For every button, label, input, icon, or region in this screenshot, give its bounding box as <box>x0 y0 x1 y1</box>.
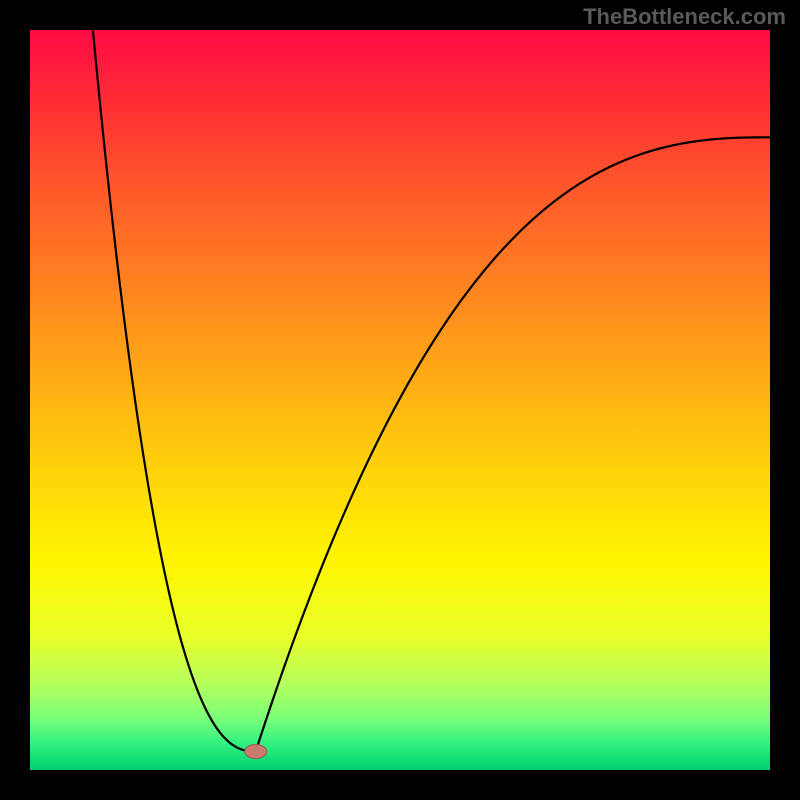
chart-root: TheBottleneck.com <box>0 0 800 800</box>
optimal-point-marker <box>245 745 267 759</box>
bottleneck-chart-svg <box>0 0 800 800</box>
watermark-text: TheBottleneck.com <box>583 4 786 30</box>
